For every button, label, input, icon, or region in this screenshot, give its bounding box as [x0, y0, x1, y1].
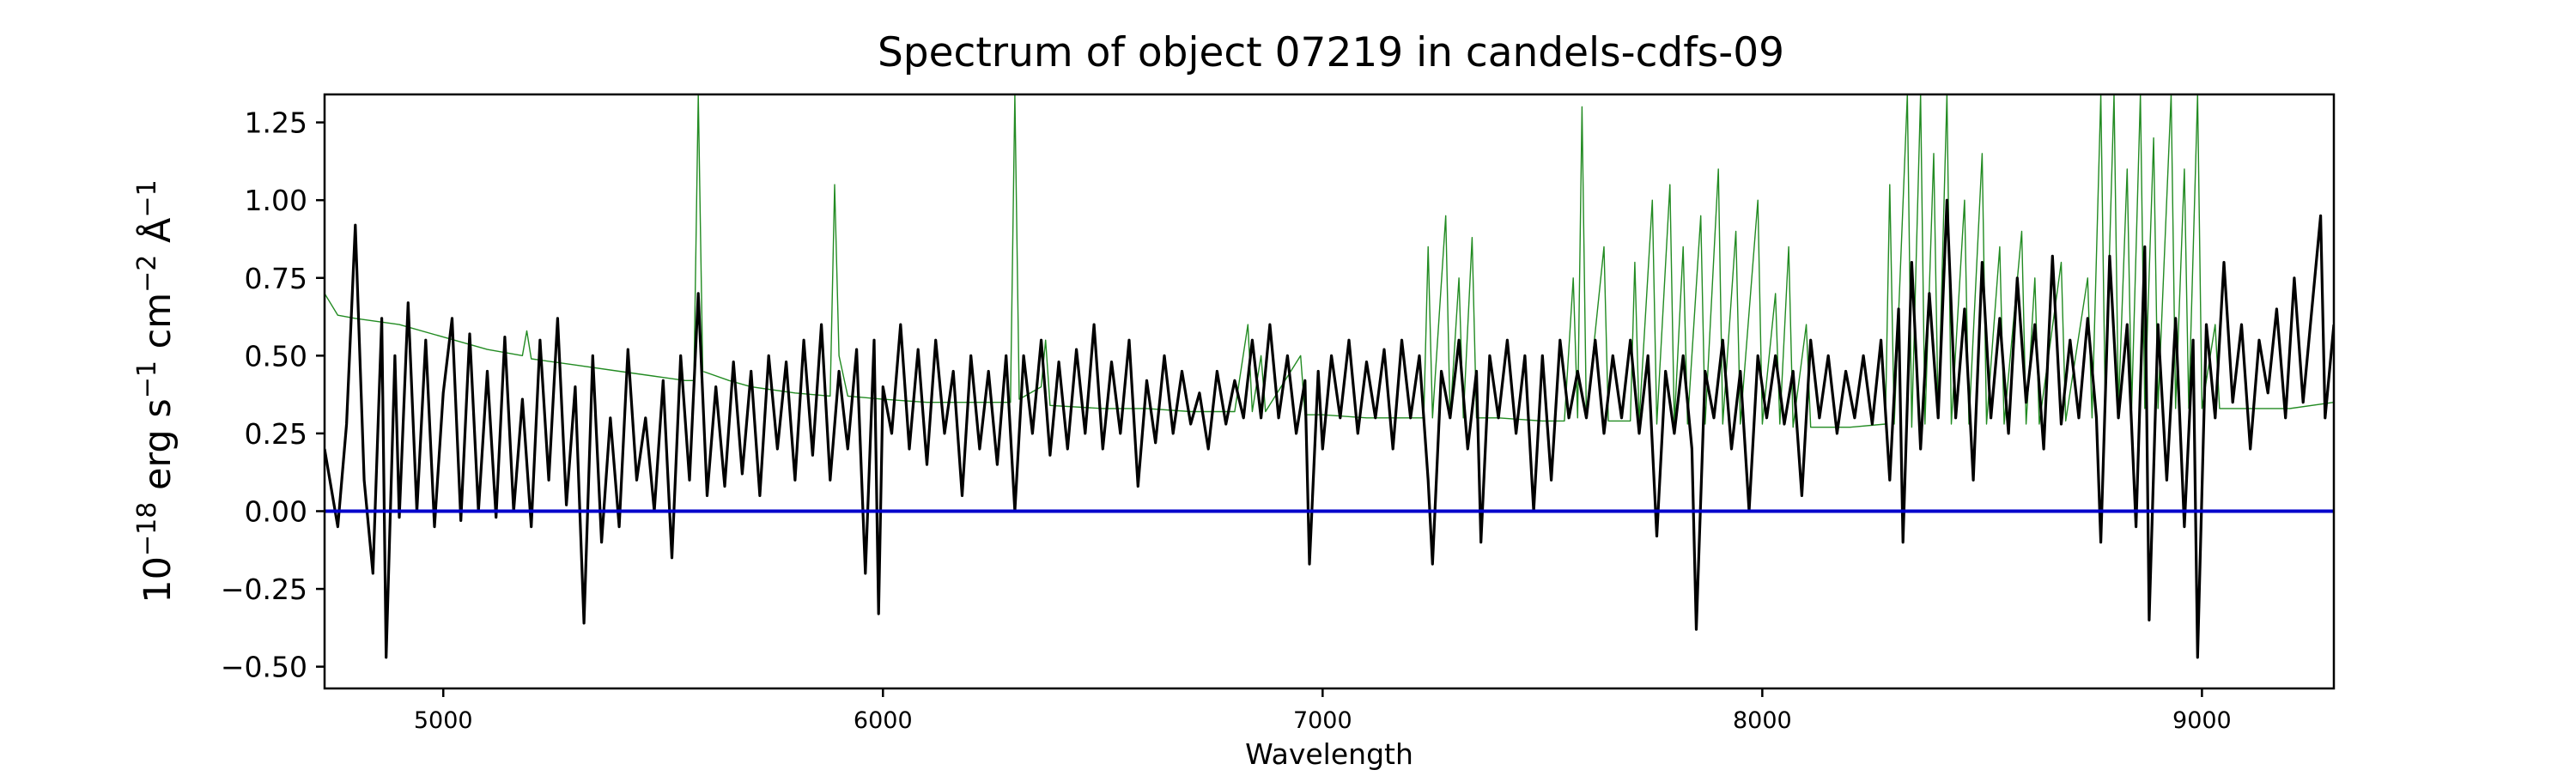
y-label-unit2: cm [137, 293, 179, 361]
y-tick-label: −0.50 [221, 651, 307, 684]
x-tick-label: 5000 [414, 707, 473, 734]
y-label-exp-base: −18 [132, 502, 162, 556]
x-tick-label: 8000 [1733, 707, 1792, 734]
y-tick-label: 0.75 [245, 262, 307, 295]
y-label-exp3: −1 [132, 179, 162, 217]
series-line-model [325, 94, 2334, 428]
y-tick-label: −0.25 [221, 573, 307, 606]
y-label-base: 10 [137, 556, 179, 603]
y-tick-label: 0.00 [245, 494, 307, 528]
y-axis-label: 10−18 erg s−1 cm−2 Å−1 [132, 179, 180, 603]
y-label-unit3: Å [136, 217, 179, 255]
y-label-unit1: erg s [137, 398, 179, 501]
plot-lines [325, 94, 2334, 659]
y-axis: −0.50 −0.25 0.00 0.25 0.50 0.75 1.00 1.25 [221, 106, 325, 684]
y-tick-label: 0.50 [245, 339, 307, 373]
y-label-exp1: −1 [132, 361, 162, 398]
y-label-exp2: −2 [132, 255, 162, 293]
y-tick-label: 1.25 [245, 106, 307, 140]
x-tick-label: 6000 [854, 707, 913, 734]
x-axis-label: Wavelength [1245, 737, 1413, 771]
x-axis: 5000 6000 7000 8000 9000 [414, 688, 2232, 734]
chart-title: Spectrum of object 07219 in candels-cdfs… [878, 29, 1784, 76]
x-tick-label: 9000 [2172, 707, 2232, 734]
series-line-flux [325, 198, 2334, 659]
x-tick-label: 7000 [1293, 707, 1352, 734]
y-tick-label: 1.00 [245, 184, 307, 217]
plot-frame [323, 93, 2336, 690]
y-tick-label: 0.25 [245, 417, 307, 451]
